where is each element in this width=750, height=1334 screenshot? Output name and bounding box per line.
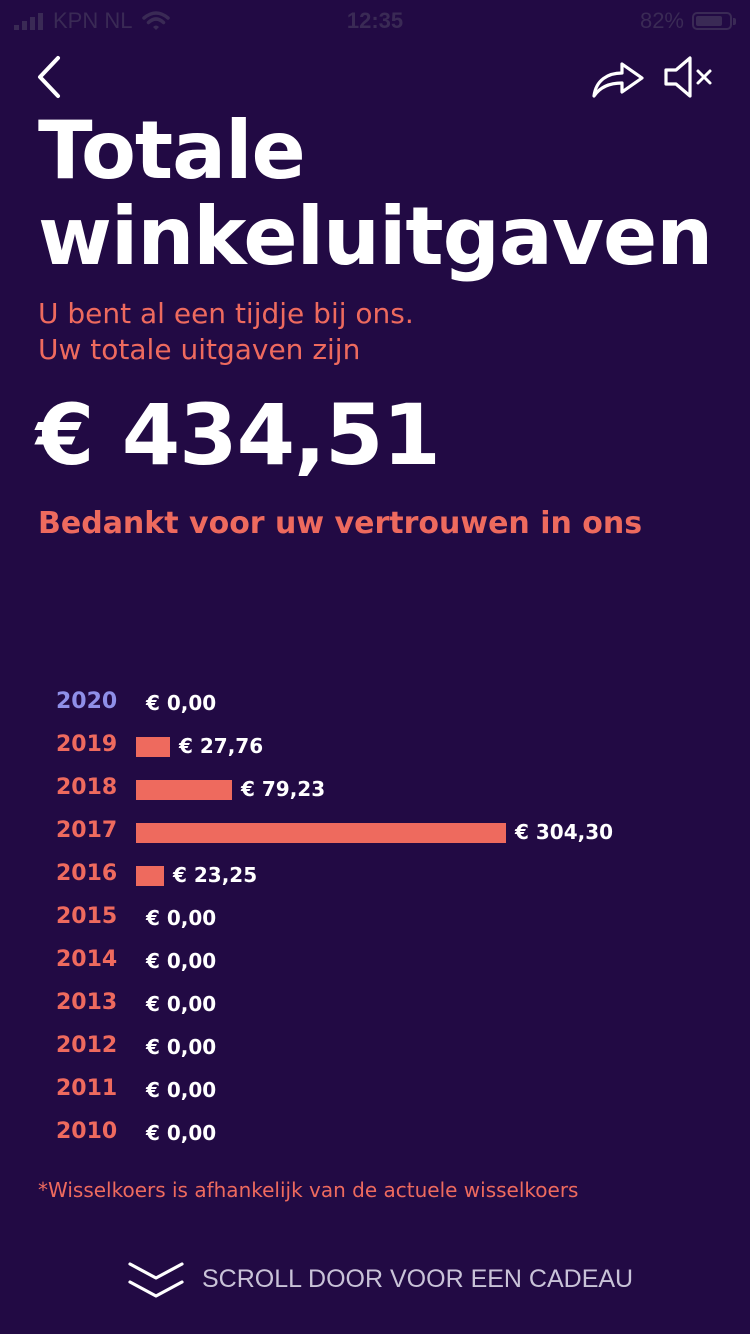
value-label-2019: € 27,76	[179, 734, 264, 758]
page-title-line-2: winkeluitgaven	[38, 190, 713, 283]
chart-row-2014: 2014 € 0,00	[0, 941, 750, 984]
clock: 12:35	[346, 8, 404, 33]
double-chevron-down-icon	[128, 1262, 184, 1298]
speaker-muted-icon	[664, 56, 712, 98]
thanks-message: Bedankt voor uw vertrouwen in ons	[38, 506, 643, 541]
year-label-2013: 2013	[56, 990, 118, 1015]
year-label-2020: 2020	[56, 689, 118, 714]
page-title-line-1: Totale	[38, 104, 306, 197]
wifi-icon	[142, 11, 171, 30]
chart-row-2010: 2010 € 0,00	[0, 1113, 750, 1156]
chart-row-2020: 2020 € 0,00	[0, 683, 750, 726]
chart-row-2015: 2015 € 0,00	[0, 898, 750, 941]
value-label-2018: € 79,23	[241, 777, 326, 801]
value-label-2017: € 304,30	[515, 820, 614, 844]
scroll-for-gift-button[interactable]: SCROLL DOOR VOOR EEN CADEAU	[126, 1256, 646, 1308]
bar-2019	[136, 737, 170, 757]
value-label-2015: € 0,00	[146, 906, 217, 930]
value-label-2013: € 0,00	[146, 992, 217, 1016]
battery-fill	[696, 16, 722, 26]
year-label-2019: 2019	[56, 732, 118, 757]
page-title: Totale winkeluitgaven	[38, 108, 728, 280]
status-bar: KPN NL 12:35 82%	[0, 0, 750, 40]
battery-icon	[692, 12, 736, 30]
back-button[interactable]	[30, 52, 76, 102]
bar-2016	[136, 866, 164, 886]
status-right: 82%	[639, 8, 736, 34]
value-label-2011: € 0,00	[146, 1078, 217, 1102]
intro-text: U bent al een tijdje bij ons. Uw totale …	[38, 296, 718, 368]
chart-row-2013: 2013 € 0,00	[0, 984, 750, 1027]
share-button[interactable]	[588, 56, 648, 102]
value-label-2010: € 0,00	[146, 1121, 217, 1145]
chart-row-2011: 2011 € 0,00	[0, 1070, 750, 1113]
mute-button[interactable]	[660, 52, 716, 102]
chart-row-2016: 2016 € 23,25	[0, 855, 750, 898]
battery-percentage: 82%	[639, 8, 684, 33]
year-label-2012: 2012	[56, 1033, 118, 1058]
year-label-2010: 2010	[56, 1119, 118, 1144]
chart-row-2012: 2012 € 0,00	[0, 1027, 750, 1070]
value-label-2012: € 0,00	[146, 1035, 217, 1059]
chart-row-2018: 2018 € 79,23	[0, 769, 750, 812]
total-amount: € 434,51	[36, 386, 441, 484]
carrier-label: KPN NL	[53, 8, 133, 33]
bar-2018	[136, 780, 232, 800]
chart-row-2019: 2019 € 27,76	[0, 726, 750, 769]
value-label-2014: € 0,00	[146, 949, 217, 973]
intro-line-1: U bent al een tijdje bij ons.	[38, 297, 414, 330]
year-label-2016: 2016	[56, 861, 118, 886]
year-label-2011: 2011	[56, 1076, 118, 1101]
chevron-left-icon	[38, 56, 60, 98]
scroll-for-gift-label: SCROLL DOOR VOOR EEN CADEAU	[202, 1265, 634, 1293]
value-label-2016: € 23,25	[173, 863, 258, 887]
intro-line-2: Uw totale uitgaven zijn	[38, 333, 361, 366]
year-label-2015: 2015	[56, 904, 118, 929]
year-label-2017: 2017	[56, 818, 118, 843]
value-label-2020: € 0,00	[146, 691, 217, 715]
chart-row-2017: 2017 € 304,30	[0, 812, 750, 855]
bar-2017	[136, 823, 506, 843]
signal-icon	[14, 12, 43, 30]
yearly-spending-chart: 2020 € 0,00 2019 € 27,76 2018 € 79,23 2017 € 30…	[0, 683, 750, 1163]
exchange-rate-footnote: *Wisselkoers is afhankelijk van de actue…	[38, 1178, 579, 1202]
year-label-2018: 2018	[56, 775, 118, 800]
share-arrow-icon	[592, 62, 644, 98]
status-left: KPN NL	[14, 8, 171, 34]
year-label-2014: 2014	[56, 947, 118, 972]
